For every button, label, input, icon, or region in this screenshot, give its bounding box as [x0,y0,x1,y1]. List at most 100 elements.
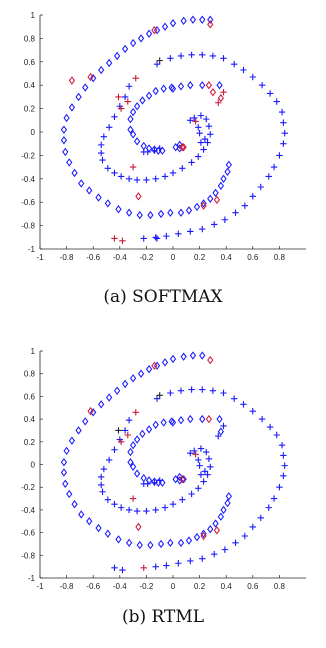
diamond-marker [95,523,102,533]
plus-marker [188,51,195,58]
plus-marker [179,165,186,172]
plus-marker [281,462,288,469]
diamond-marker [145,29,153,38]
plus-marker [280,472,287,480]
plus-marker [111,564,118,571]
x-tick-label: -0.2 [140,253,154,262]
x-tick-label: -1 [36,253,44,262]
x-tick-label: -0.2 [140,582,154,591]
diamond-marker [157,539,165,549]
diamond-marker [159,478,166,487]
plus-marker [209,387,217,394]
plus-marker [125,83,133,90]
diamond-marker [151,361,158,370]
diamond-marker [139,96,146,105]
diamond-marker [114,386,121,395]
diamond-marker [62,147,69,157]
plus-marker [187,557,194,565]
y-tick-label: -0.4 [21,175,35,184]
diamond-marker [199,351,206,360]
plus-marker [192,451,199,458]
plus-marker [232,539,239,547]
plus-marker [280,452,287,459]
diamond-marker [187,81,194,90]
diamond-marker [207,15,214,24]
caption-softmax: (a) SOFTMAX [103,287,223,307]
plus-marker [175,560,182,567]
plus-marker [270,495,278,502]
diamond-marker [161,22,169,31]
diamond-marker [115,535,122,544]
plus-marker [192,118,199,125]
diamond-marker [86,517,93,526]
subfigure-rtml: 1 0.8 0.6 0.4 0.2 0 -0.2 -0.4 -0.6 -0.8 -1 -1 -0.8 -0… [0,330,326,648]
diamond-marker [212,519,219,528]
diamond-marker [225,492,232,501]
plus-marker [249,523,256,531]
plus-marker [99,156,106,164]
diamond-marker [136,210,143,220]
y-tick-label: -1 [28,574,36,583]
diamond-marker [75,426,82,435]
diamond-marker [75,92,82,102]
diamond-marker [63,113,70,123]
plus-marker [199,225,206,233]
plus-marker [153,235,161,242]
plus-marker [258,82,266,89]
diamond-marker [68,76,76,85]
diamond-marker [200,201,207,210]
diamond-marker [159,146,166,155]
diamond-marker [145,91,153,100]
diamond-marker [207,194,214,203]
plus-marker [177,387,185,394]
plus-marker [152,175,159,182]
diamond-marker [104,529,111,538]
plus-marker [270,163,278,171]
plus-marker [156,145,163,152]
plus-marker [195,485,202,492]
x-tick-label: -0.4 [113,253,127,262]
plus-marker [167,55,174,62]
plus-marker [201,468,209,475]
diamond-marker [199,15,206,24]
y-tick-label: 0 [31,128,36,137]
diamond-marker [169,19,177,28]
diamond-marker [209,88,217,97]
plus-marker [153,60,161,68]
plus-marker [230,60,238,68]
diamond-marker [90,74,97,83]
plus-marker [280,119,287,126]
plus-marker [200,146,207,153]
plus-marker [104,165,112,172]
diamond-marker [180,475,187,484]
plus-marker [195,456,202,464]
diamond-marker [172,475,179,484]
plus-marker [188,490,195,498]
plus-marker [191,114,198,122]
x-tick-label: 0 [171,582,176,591]
diamond-marker [127,114,134,124]
plus-marker [280,140,287,147]
plus-marker [278,442,286,449]
diamond-marker [169,354,177,364]
diamond-marker [217,427,225,436]
diamond-marker [140,141,147,151]
plus-marker [140,148,147,156]
diamond-marker [129,374,137,383]
plus-marker [133,176,141,184]
plus-marker [156,477,163,484]
diamond-marker [114,51,121,61]
diamond-marker [136,540,143,550]
plus-marker [265,173,272,180]
diamond-marker [199,414,206,424]
diamond-marker [177,82,185,91]
plus-marker [249,193,256,200]
diamond-marker [217,181,225,190]
plus-marker [187,449,194,457]
diamond-marker [98,400,105,409]
plus-marker [152,234,159,241]
diamond-marker [179,475,186,484]
diamond-marker [66,158,73,167]
plus-marker [221,216,229,223]
scatter-plot-softmax: 1 0.8 0.6 0.4 0.2 0 -0.2 -0.4 -0.6 -0.8 -1-1 -0.8 -0… [21,11,306,262]
